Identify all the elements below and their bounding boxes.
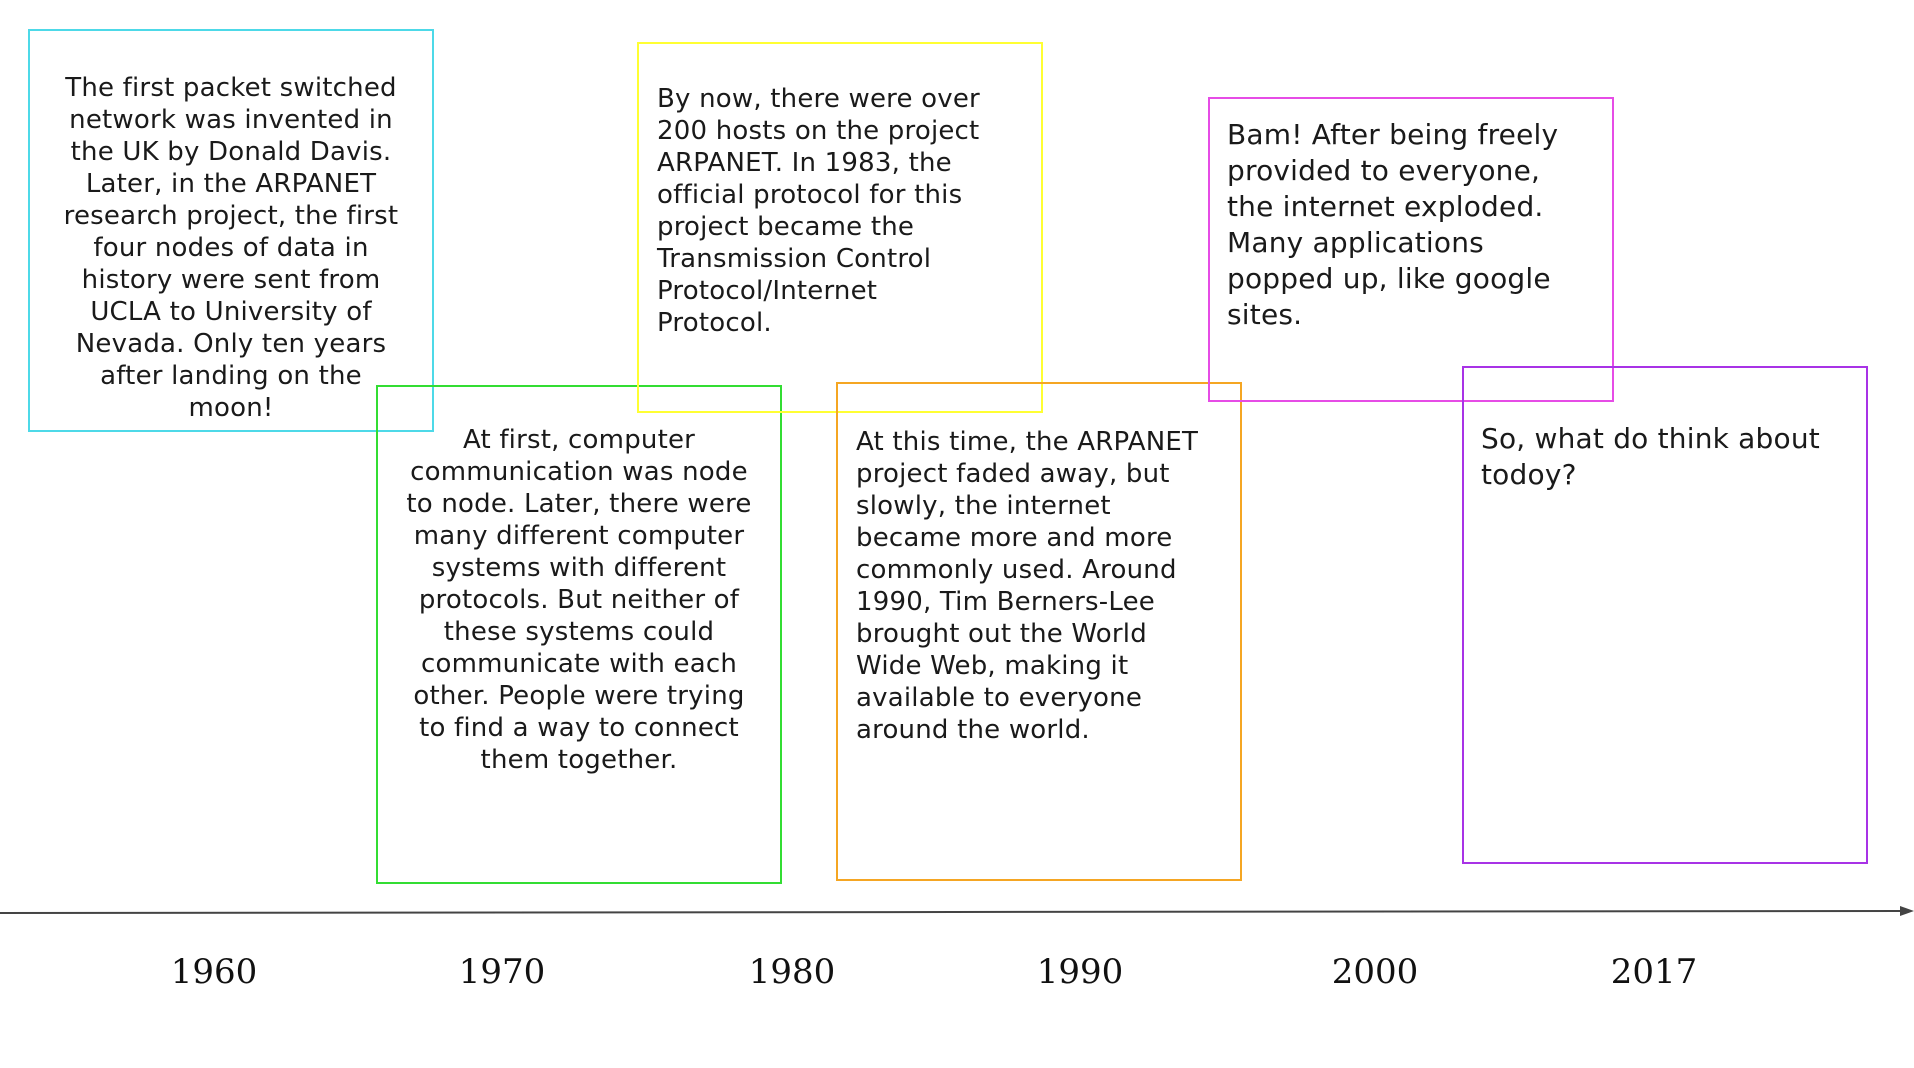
year-label-2017: 2017 [1610, 952, 1698, 992]
timeline-axis-line [0, 910, 1901, 914]
event-text-2017: So, what do think about todoy? [1481, 422, 1820, 491]
event-text-1990: At this time, the ARPANET project faded … [856, 427, 1199, 745]
event-box-2017: So, what do think about todoy? [1462, 366, 1868, 864]
event-text-1960: The first packet switched network was in… [63, 73, 399, 423]
year-label-1970: 1970 [458, 952, 546, 992]
event-box-1960: The first packet switched network was in… [28, 29, 434, 432]
year-label-1980: 1980 [748, 952, 836, 992]
event-text-1970: At first, computer communication was nod… [406, 425, 752, 775]
timeline-arrow-icon [1900, 906, 1914, 916]
event-box-2000: Bam! After being freely provided to ever… [1208, 97, 1614, 402]
event-box-1990: At this time, the ARPANET project faded … [836, 382, 1242, 881]
year-label-1990: 1990 [1036, 952, 1124, 992]
year-label-1960: 1960 [170, 952, 258, 992]
event-box-1980: By now, there were over 200 hosts on the… [637, 42, 1043, 413]
year-label-2000: 2000 [1331, 952, 1419, 992]
timeline-axis [0, 906, 1914, 916]
event-text-2000: Bam! After being freely provided to ever… [1227, 118, 1559, 331]
event-text-1980: By now, there were over 200 hosts on the… [657, 84, 980, 338]
event-box-1970: At first, computer communication was nod… [376, 385, 782, 884]
